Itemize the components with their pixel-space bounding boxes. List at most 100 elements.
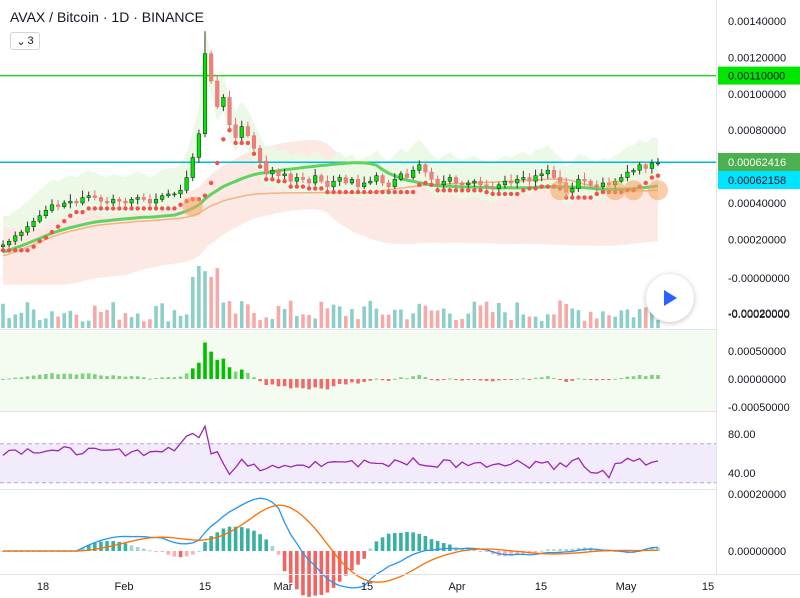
replay-play-button[interactable] <box>646 274 694 322</box>
macd-histogram-bar <box>93 543 97 551</box>
sar-dot <box>19 248 24 253</box>
sar-dot <box>490 191 495 197</box>
sar-dot <box>423 180 428 186</box>
sar-dot <box>104 206 110 211</box>
sar-dot <box>582 195 587 200</box>
histogram-bar <box>227 367 232 379</box>
histogram-bar <box>264 379 269 386</box>
level-badge-label: 0.00110000 <box>728 71 785 83</box>
macd-histogram-bar <box>399 532 403 551</box>
volume-bar <box>399 309 403 328</box>
indicators-count: 3 <box>27 35 34 47</box>
volume-bar <box>429 310 434 328</box>
candle-body <box>331 180 336 187</box>
candle-body <box>13 235 18 242</box>
chart-title: AVAX / Bitcoin · 1D · BINANCE <box>10 9 204 25</box>
sar-dot <box>153 206 159 211</box>
volume-bar <box>454 320 458 328</box>
macd-histogram-bar <box>99 541 103 551</box>
macd-histogram-bar <box>368 548 373 551</box>
candle-body <box>135 197 140 200</box>
sar-dot <box>472 188 477 193</box>
sar-dot <box>655 173 661 178</box>
candle-body <box>539 173 544 176</box>
signal-marker <box>648 180 668 201</box>
volume-bar <box>478 305 483 328</box>
sar-dot <box>319 186 324 191</box>
sar-dot <box>508 191 514 197</box>
candle-body <box>7 240 12 246</box>
histogram-bar <box>490 379 495 382</box>
sar-dot <box>527 186 532 191</box>
sar-dot <box>264 177 269 182</box>
macd-histogram-bar <box>215 532 220 551</box>
volume-bar <box>546 314 550 328</box>
histogram-bar <box>93 374 97 379</box>
volume-bar <box>607 315 611 328</box>
histogram-panel-bg <box>0 331 716 411</box>
histogram-bar <box>650 374 654 379</box>
volume-bar <box>423 305 428 328</box>
sar-dot <box>496 191 502 197</box>
candle-body <box>98 197 103 202</box>
volume-bar <box>135 313 140 328</box>
histogram-bar <box>148 378 152 380</box>
macd-histogram-bar <box>490 551 495 555</box>
volume-bar <box>368 300 373 328</box>
histogram-bar <box>141 377 146 379</box>
candle-body <box>398 173 403 180</box>
histogram-bar <box>233 371 238 379</box>
macd-histogram-bar <box>301 551 305 596</box>
volume-bar <box>86 320 91 328</box>
histogram-bar <box>607 379 611 380</box>
rsi-tick-label: 40.00 <box>728 468 756 480</box>
histogram-bar <box>405 378 409 380</box>
candle-body <box>619 177 624 182</box>
histogram-bar <box>564 379 568 382</box>
sar-dot <box>398 189 404 195</box>
volume-bar <box>564 304 568 328</box>
macd-histogram-bar <box>576 547 581 551</box>
volume-bar <box>68 310 73 328</box>
histogram-bar <box>62 373 67 379</box>
candle-body <box>576 179 581 189</box>
histogram-bar <box>637 374 642 379</box>
sar-dot <box>300 184 306 189</box>
sar-dot <box>306 186 312 191</box>
candle-body <box>227 97 232 125</box>
volume-bar <box>93 305 97 328</box>
volume-bar <box>80 321 85 328</box>
volume-bar <box>337 306 342 328</box>
sar-dot <box>135 206 140 211</box>
sar-dot <box>276 178 281 184</box>
sar-dot <box>429 182 434 187</box>
price-tick-label: 0.00080000 <box>728 125 786 137</box>
sar-dot <box>410 189 416 195</box>
sar-dot <box>245 140 251 146</box>
macd-histogram-bar <box>515 551 520 555</box>
volume-bar <box>99 311 103 328</box>
sar-dot <box>215 160 220 166</box>
macd-histogram-bar <box>227 526 232 551</box>
sar-dot <box>159 206 165 211</box>
volume-bar <box>37 320 42 328</box>
histogram-bar <box>546 376 550 379</box>
volume-bar <box>74 314 79 328</box>
macd-histogram-bar <box>154 551 158 552</box>
candle-body <box>264 160 269 175</box>
candle-body <box>111 199 116 204</box>
macd-histogram-bar <box>288 551 293 583</box>
histogram-bar <box>368 379 373 381</box>
indicators-toggle[interactable]: ⌄ 3 <box>10 32 40 50</box>
candle-body <box>349 179 354 184</box>
sar-dot <box>484 189 489 195</box>
histogram-bar <box>25 376 30 379</box>
candle-body <box>533 175 538 182</box>
sar-dot <box>533 186 538 191</box>
macd-histogram-bar <box>184 551 189 557</box>
candle-body <box>355 179 361 187</box>
macd-histogram-bar <box>258 534 262 551</box>
histogram-bar <box>203 342 207 379</box>
histogram-bar <box>417 374 422 379</box>
